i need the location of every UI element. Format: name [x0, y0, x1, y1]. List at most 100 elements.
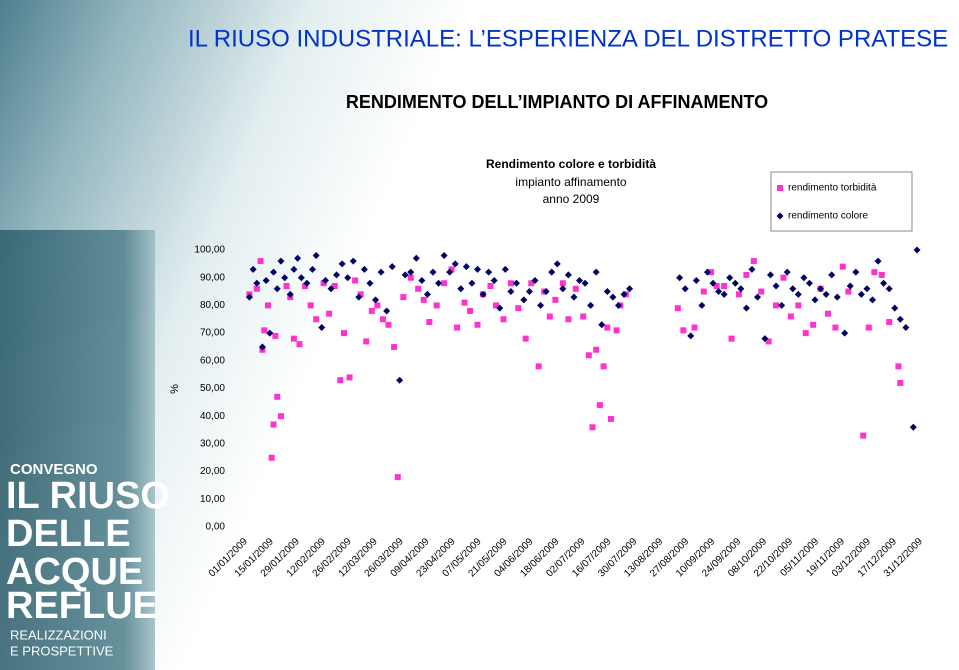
data-point: [327, 285, 335, 293]
data-point: [794, 290, 802, 298]
data-point: [283, 283, 290, 290]
data-point: [253, 285, 260, 292]
y-tick-label: 40,00: [200, 411, 225, 422]
data-point: [277, 413, 284, 420]
data-point: [773, 302, 780, 309]
data-point: [868, 296, 876, 304]
data-point: [805, 279, 813, 287]
data-point: [603, 288, 611, 296]
data-point: [748, 265, 756, 273]
data-point: [479, 290, 487, 298]
data-point: [435, 279, 443, 287]
data-point: [715, 288, 723, 296]
data-point: [290, 265, 298, 273]
data-point: [257, 258, 264, 265]
data-point: [902, 324, 910, 332]
data-point: [490, 276, 498, 284]
data-point: [761, 335, 769, 343]
data-point: [833, 293, 841, 301]
data-point: [737, 285, 745, 293]
data-point: [261, 327, 268, 334]
data-point: [448, 266, 455, 273]
data-point: [676, 274, 684, 282]
data-point: [485, 268, 493, 276]
banner-text: REALIZZAZIONI: [10, 627, 107, 642]
data-point: [357, 291, 364, 298]
data-point: [608, 415, 615, 422]
legend-label: rendimento torbidità: [788, 183, 877, 194]
banner-text: E PROSPETTIVE: [10, 643, 114, 658]
data-point: [626, 285, 634, 293]
data-point: [313, 316, 320, 323]
banner-text: DELLE: [6, 513, 131, 555]
data-point: [871, 269, 878, 276]
data-point: [878, 271, 885, 278]
data-point: [778, 301, 786, 309]
data-point: [360, 265, 368, 273]
data-point: [885, 285, 893, 293]
data-point: [507, 280, 514, 287]
data-point: [294, 254, 302, 262]
data-point: [253, 279, 261, 287]
data-point: [811, 296, 819, 304]
data-point: [454, 324, 461, 331]
data-point: [865, 324, 872, 331]
data-point: [415, 285, 422, 292]
data-point: [802, 330, 809, 337]
data-point: [537, 301, 545, 309]
data-point: [321, 276, 329, 284]
chart-title-line: anno 2009: [543, 192, 600, 206]
data-point: [592, 268, 600, 276]
y-axis-label: %: [169, 384, 181, 394]
data-point: [337, 377, 344, 384]
data-point: [249, 265, 257, 273]
data-point: [787, 313, 794, 320]
data-point: [581, 279, 589, 287]
legend-box: [770, 171, 913, 232]
data-point: [572, 285, 579, 292]
data-point: [318, 324, 326, 332]
data-point: [401, 271, 409, 279]
data-point: [708, 269, 715, 276]
data-point: [272, 332, 279, 339]
data-point: [600, 363, 607, 370]
data-point: [303, 279, 311, 287]
data-point: [698, 301, 706, 309]
data-point: [743, 271, 750, 278]
data-point: [258, 343, 266, 351]
data-point: [596, 402, 603, 409]
data-point: [731, 279, 739, 287]
data-point: [355, 293, 363, 301]
y-tick-label: 10,00: [200, 494, 225, 505]
data-point: [703, 268, 711, 276]
data-point: [363, 338, 370, 345]
y-tick-label: 30,00: [200, 439, 225, 450]
data-point: [344, 274, 352, 282]
data-point: [863, 285, 871, 293]
data-point: [553, 260, 561, 268]
data-point: [418, 276, 426, 284]
legend-marker: [776, 212, 784, 220]
data-point: [302, 283, 309, 290]
chart-title: Rendimento colore e torbidità impianto a…: [486, 157, 656, 206]
data-point: [542, 288, 550, 296]
data-point: [589, 424, 596, 431]
data-point: [822, 290, 830, 298]
banner-text: ACQUE: [6, 551, 143, 593]
data-point: [780, 274, 787, 281]
chart-title-line: Rendimento colore e torbidità: [486, 157, 656, 171]
data-point: [515, 305, 522, 312]
data-point: [522, 335, 529, 342]
data-point: [609, 293, 617, 301]
data-point: [441, 280, 448, 287]
data-point: [407, 274, 414, 281]
data-point: [783, 268, 791, 276]
y-tick-label: 0,00: [206, 522, 226, 533]
data-point: [845, 288, 852, 295]
data-point: [446, 268, 454, 276]
data-point: [754, 293, 762, 301]
data-point: [758, 288, 765, 295]
data-point: [391, 343, 398, 350]
data-point: [765, 338, 772, 345]
